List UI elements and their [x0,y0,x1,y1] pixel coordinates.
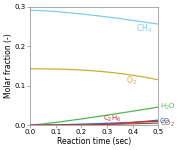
Text: H$_2$O: H$_2$O [160,102,175,112]
Y-axis label: Molar fraction (-): Molar fraction (-) [4,34,13,98]
Text: CO$_2$: CO$_2$ [160,119,175,129]
Text: C$_2$H$_6$: C$_2$H$_6$ [103,114,122,124]
Text: CO: CO [160,118,170,124]
X-axis label: Reaction time (sec): Reaction time (sec) [57,137,131,146]
Text: O$_2$: O$_2$ [126,74,137,87]
Text: CH$_4$: CH$_4$ [136,22,153,35]
